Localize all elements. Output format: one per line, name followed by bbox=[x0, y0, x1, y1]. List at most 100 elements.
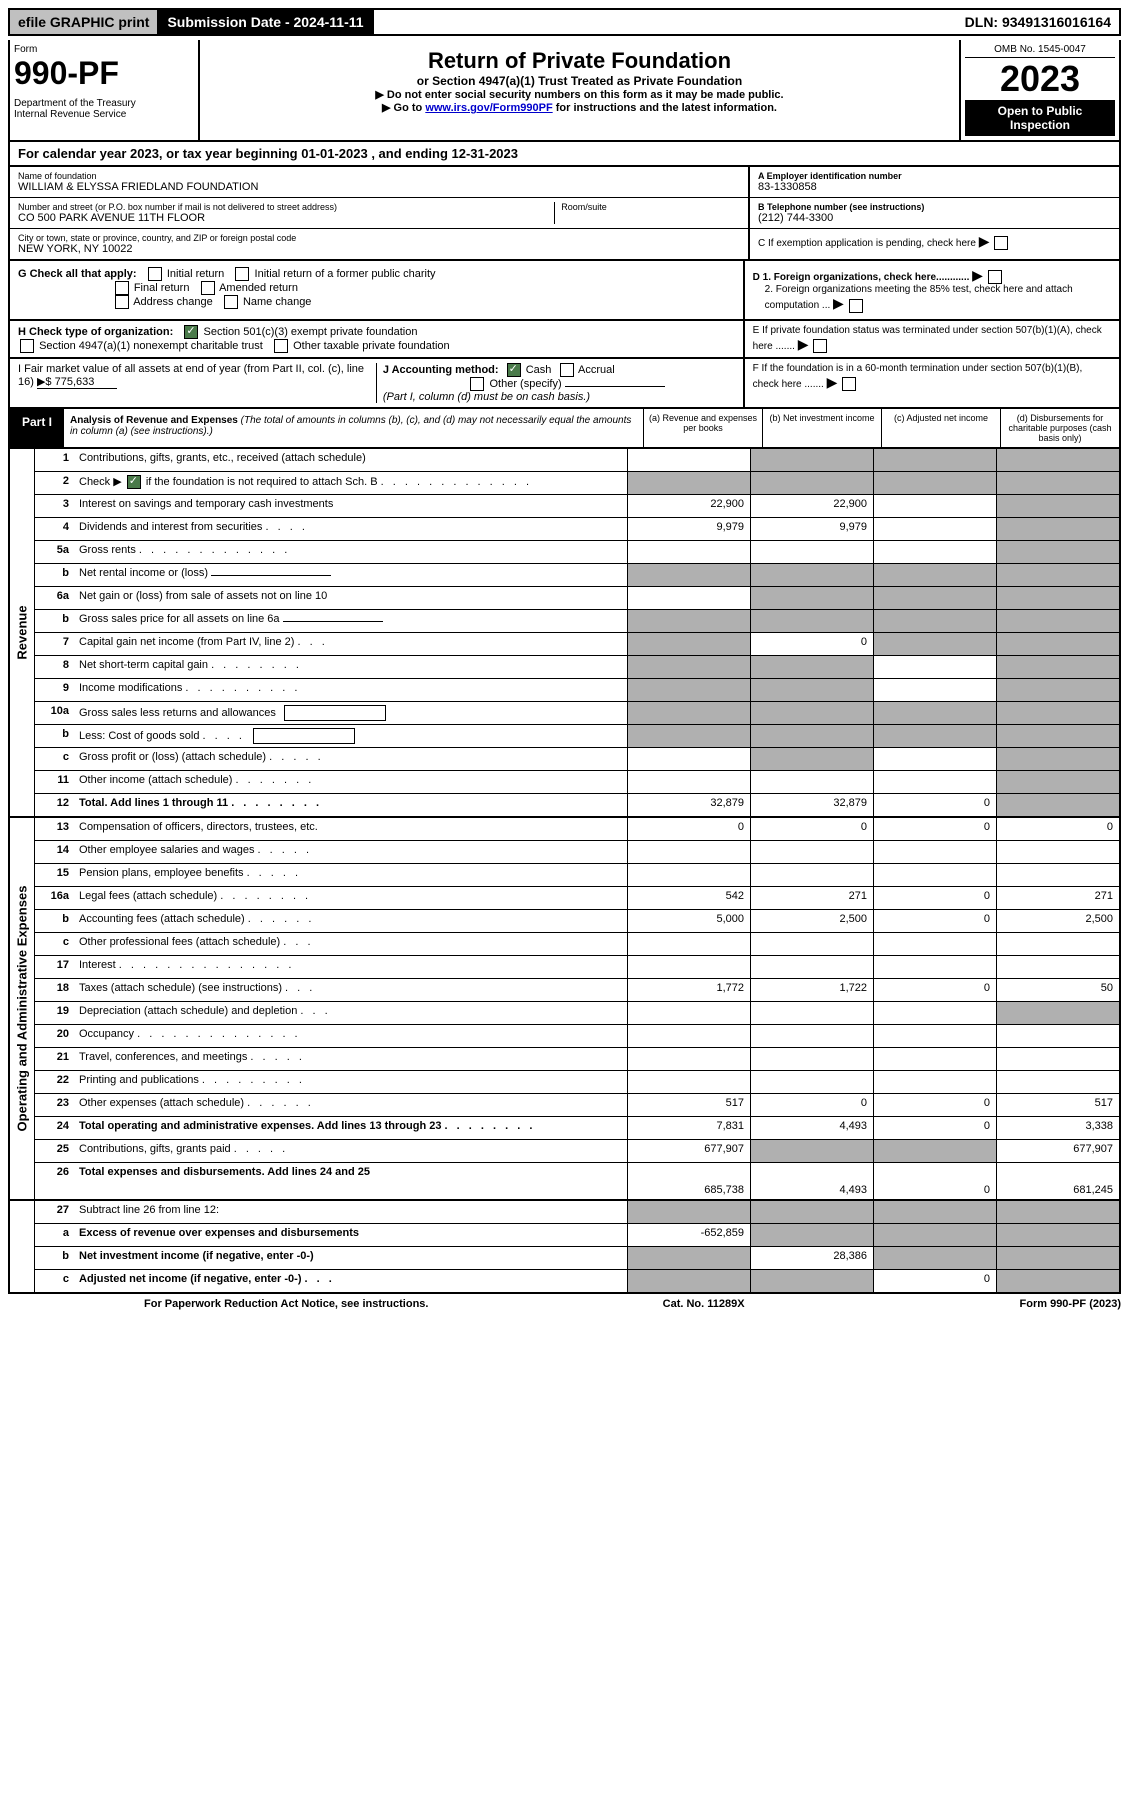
d2-checkbox[interactable] bbox=[849, 299, 863, 313]
line-10c: Gross profit or (loss) (attach schedule)… bbox=[73, 748, 627, 770]
l23-a: 517 bbox=[627, 1094, 750, 1116]
line-10a: Gross sales less returns and allowances bbox=[73, 702, 627, 724]
l16a-a: 542 bbox=[627, 887, 750, 909]
g-address-change-checkbox[interactable] bbox=[115, 295, 129, 309]
j-other: Other (specify) bbox=[489, 378, 561, 390]
line27-table: 27Subtract line 26 from line 12: aExcess… bbox=[8, 1201, 1121, 1294]
arrow-icon: ▶ bbox=[979, 233, 990, 249]
l24-c: 0 bbox=[873, 1117, 996, 1139]
l12-c: 0 bbox=[873, 794, 996, 816]
form-label: Form bbox=[14, 44, 194, 55]
g-initial-public: Initial return of a former public charit… bbox=[255, 268, 436, 280]
dln-number: DLN: 93491316016164 bbox=[957, 10, 1119, 34]
city-label: City or town, state or province, country… bbox=[18, 233, 740, 243]
d1-checkbox[interactable] bbox=[988, 270, 1002, 284]
schb-checkbox[interactable] bbox=[127, 475, 141, 489]
dept-treasury: Department of the Treasury Internal Reve… bbox=[14, 98, 194, 120]
return-title: Return of Private Foundation bbox=[208, 48, 951, 74]
l23-b: 0 bbox=[750, 1094, 873, 1116]
h-4947: Section 4947(a)(1) nonexempt charitable … bbox=[39, 340, 263, 352]
goto-line: ▶ Go to www.irs.gov/Form990PF for instru… bbox=[208, 101, 951, 114]
l18-b: 1,722 bbox=[750, 979, 873, 1001]
l18-c: 0 bbox=[873, 979, 996, 1001]
j-other-checkbox[interactable] bbox=[470, 377, 484, 391]
line-24: Total operating and administrative expen… bbox=[73, 1117, 627, 1139]
j-accrual-checkbox[interactable] bbox=[560, 363, 574, 377]
line-15: Pension plans, employee benefits . . . .… bbox=[73, 864, 627, 886]
l23-d: 517 bbox=[996, 1094, 1119, 1116]
h-501c3-checkbox[interactable] bbox=[184, 325, 198, 339]
l13-a: 0 bbox=[627, 818, 750, 840]
open-inspection-badge: Open to Public Inspection bbox=[965, 100, 1115, 136]
l13-d: 0 bbox=[996, 818, 1119, 840]
j-accrual: Accrual bbox=[578, 364, 615, 376]
l16a-d: 271 bbox=[996, 887, 1119, 909]
col-c-head: (c) Adjusted net income bbox=[881, 409, 1000, 447]
l4-b: 9,979 bbox=[750, 518, 873, 540]
tax-year: 2023 bbox=[965, 58, 1115, 100]
l23-c: 0 bbox=[873, 1094, 996, 1116]
section-g-d: G Check all that apply: Initial return I… bbox=[8, 261, 1121, 321]
g-amended: Amended return bbox=[219, 282, 298, 294]
line-19: Depreciation (attach schedule) and deple… bbox=[73, 1002, 627, 1024]
line-16b: Accounting fees (attach schedule) . . . … bbox=[73, 910, 627, 932]
l26-d: 681,245 bbox=[996, 1163, 1119, 1199]
e-checkbox[interactable] bbox=[813, 339, 827, 353]
section-h-e: H Check type of organization: Section 50… bbox=[8, 321, 1121, 359]
calendar-year-line: For calendar year 2023, or tax year begi… bbox=[8, 142, 1121, 167]
line-27a: Excess of revenue over expenses and disb… bbox=[73, 1224, 627, 1246]
l16a-b: 271 bbox=[750, 887, 873, 909]
h-4947-checkbox[interactable] bbox=[20, 339, 34, 353]
g-name-change-checkbox[interactable] bbox=[224, 295, 238, 309]
c-pending-checkbox[interactable] bbox=[994, 236, 1008, 250]
line-21: Travel, conferences, and meetings . . . … bbox=[73, 1048, 627, 1070]
line-17: Interest . . . . . . . . . . . . . . . bbox=[73, 956, 627, 978]
j-cash-checkbox[interactable] bbox=[507, 363, 521, 377]
g-final-return-checkbox[interactable] bbox=[115, 281, 129, 295]
g-initial-public-checkbox[interactable] bbox=[235, 267, 249, 281]
l7-b: 0 bbox=[750, 633, 873, 655]
h-other-checkbox[interactable] bbox=[274, 339, 288, 353]
ssn-warning: ▶ Do not enter social security numbers o… bbox=[208, 88, 951, 101]
f-label: F If the foundation is in a 60-month ter… bbox=[753, 363, 1083, 390]
omb-number: OMB No. 1545-0047 bbox=[965, 44, 1115, 58]
page-footer: For Paperwork Reduction Act Notice, see … bbox=[8, 1294, 1121, 1314]
line-1: Contributions, gifts, grants, etc., rece… bbox=[73, 449, 627, 471]
g-amended-checkbox[interactable] bbox=[201, 281, 215, 295]
line-11: Other income (attach schedule) . . . . .… bbox=[73, 771, 627, 793]
l26-a: 685,738 bbox=[627, 1163, 750, 1199]
l3-a: 22,900 bbox=[627, 495, 750, 517]
h-label: H Check type of organization: bbox=[18, 326, 173, 338]
l27b-b: 28,386 bbox=[750, 1247, 873, 1269]
j-label: J Accounting method: bbox=[383, 364, 499, 376]
line-3: Interest on savings and temporary cash i… bbox=[73, 495, 627, 517]
line-10b: Less: Cost of goods sold . . . . bbox=[73, 725, 627, 747]
col-b-head: (b) Net investment income bbox=[762, 409, 881, 447]
f-checkbox[interactable] bbox=[842, 377, 856, 391]
j-note: (Part I, column (d) must be on cash basi… bbox=[383, 391, 590, 403]
line-2: Check ▶ if the foundation is not require… bbox=[73, 472, 627, 494]
g-initial-return-checkbox[interactable] bbox=[148, 267, 162, 281]
irs-link[interactable]: www.irs.gov/Form990PF bbox=[425, 102, 552, 114]
g-label: G Check all that apply: bbox=[18, 268, 137, 280]
l25-d: 677,907 bbox=[996, 1140, 1119, 1162]
efile-print-button[interactable]: efile GRAPHIC print bbox=[10, 10, 159, 34]
line-26: Total expenses and disbursements. Add li… bbox=[73, 1163, 627, 1199]
l16b-d: 2,500 bbox=[996, 910, 1119, 932]
h-other-taxable: Other taxable private foundation bbox=[293, 340, 450, 352]
cat-number: Cat. No. 11289X bbox=[565, 1298, 843, 1310]
goto-pre: ▶ Go to bbox=[382, 102, 425, 114]
l16b-c: 0 bbox=[873, 910, 996, 932]
l12-a: 32,879 bbox=[627, 794, 750, 816]
l18-a: 1,772 bbox=[627, 979, 750, 1001]
line-27b: Net investment income (if negative, ente… bbox=[73, 1247, 627, 1269]
l12-b: 32,879 bbox=[750, 794, 873, 816]
l24-a: 7,831 bbox=[627, 1117, 750, 1139]
section-ij-f: I Fair market value of all assets at end… bbox=[8, 359, 1121, 409]
line-16a: Legal fees (attach schedule) . . . . . .… bbox=[73, 887, 627, 909]
l26-c: 0 bbox=[873, 1163, 996, 1199]
address-street: CO 500 PARK AVENUE 11TH FLOOR bbox=[18, 212, 554, 224]
revenue-table: Revenue 1Contributions, gifts, grants, e… bbox=[8, 449, 1121, 818]
line-8: Net short-term capital gain . . . . . . … bbox=[73, 656, 627, 678]
l25-a: 677,907 bbox=[627, 1140, 750, 1162]
